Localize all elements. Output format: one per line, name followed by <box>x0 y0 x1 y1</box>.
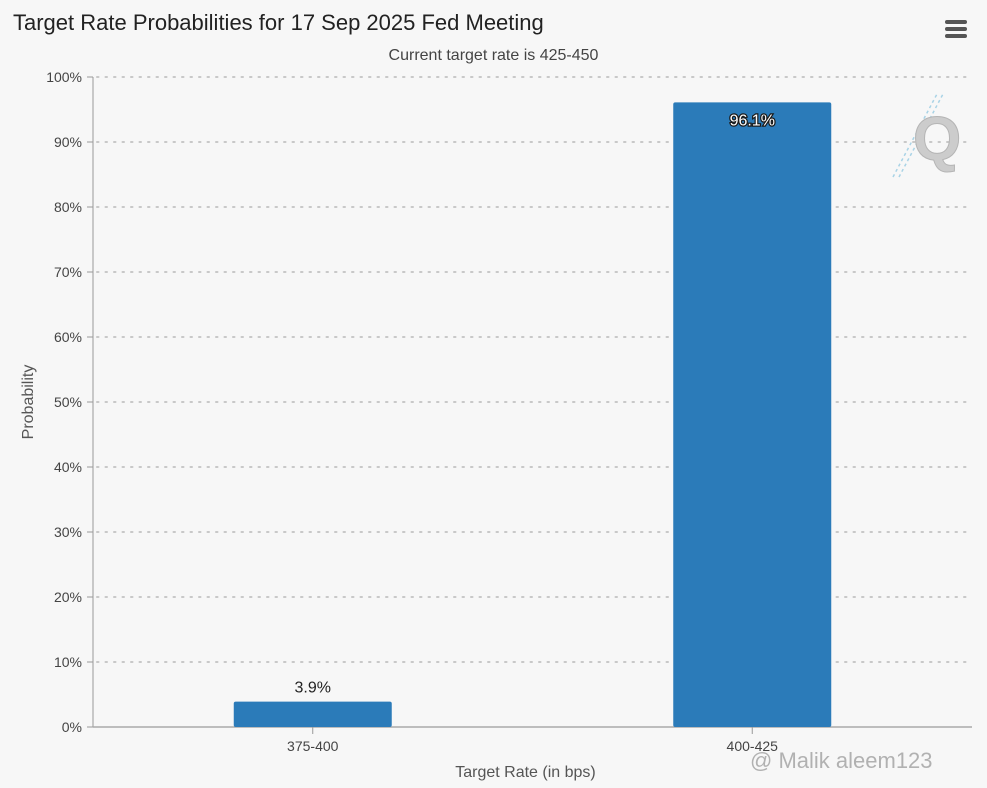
y-tick-label: 60% <box>54 329 82 345</box>
logo-letter: Q <box>913 105 961 174</box>
y-axis-title: Probability <box>20 365 37 440</box>
y-tick-label: 50% <box>54 394 82 410</box>
y-tick-label: 80% <box>54 199 82 215</box>
watermark-text: @ Malik aleem123 <box>750 748 933 773</box>
data-label: 3.9% <box>295 680 331 697</box>
x-tick-label: 375-400 <box>287 738 339 754</box>
bar <box>673 102 832 728</box>
x-axis-title: Target Rate (in bps) <box>455 764 596 781</box>
y-tick-label: 20% <box>54 589 82 605</box>
y-tick-label: 10% <box>54 654 82 670</box>
q-logo-watermark: Q <box>892 93 962 178</box>
data-label: 96.1% <box>730 112 775 129</box>
bar <box>233 701 392 727</box>
x-tick-label: 400-425 <box>727 738 779 754</box>
y-tick-label: 30% <box>54 524 82 540</box>
chart-title: Target Rate Probabilities for 17 Sep 202… <box>13 10 544 35</box>
y-tick-label: 0% <box>62 719 82 735</box>
y-tick-label: 70% <box>54 264 82 280</box>
y-tick-label: 100% <box>46 69 82 85</box>
hamburger-menu-icon[interactable] <box>940 14 972 44</box>
y-tick-label: 40% <box>54 459 82 475</box>
y-tick-label: 90% <box>54 134 82 150</box>
chart-subtitle: Current target rate is 425-450 <box>388 47 599 64</box>
